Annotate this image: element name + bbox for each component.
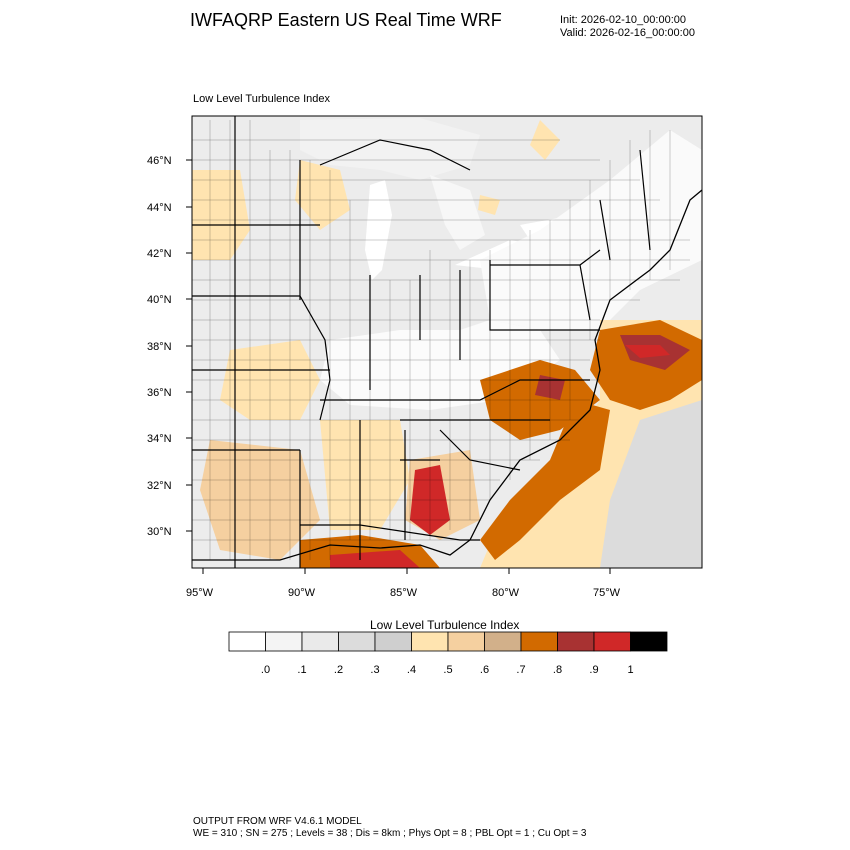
- colorbar-swatch: [301, 631, 339, 652]
- colorbar-label: .5: [443, 664, 452, 676]
- tan-region-ms: [320, 420, 410, 530]
- lat-labels: 46°N 44°N 42°N 40°N 38°N 36°N 34°N 32°N …: [147, 155, 172, 538]
- colorbar-swatch: [338, 631, 376, 652]
- lon-label-75: 75°W: [593, 587, 621, 599]
- colorbar: [228, 631, 668, 652]
- colorbar-label: .7: [516, 664, 525, 676]
- colorbar-label: .2: [334, 664, 343, 676]
- colorbar-label: .3: [370, 664, 379, 676]
- colorbar-swatch: [484, 631, 522, 652]
- lat-label-44: 44°N: [147, 202, 172, 214]
- colorbar-swatch: [228, 631, 266, 652]
- colorbar-label: 1: [627, 664, 633, 676]
- colorbar-label: .8: [553, 664, 562, 676]
- lat-label-30: 30°N: [147, 526, 172, 538]
- lat-label-36: 36°N: [147, 387, 172, 399]
- lake-michigan: [365, 180, 392, 280]
- red-region-offshore: [625, 345, 670, 358]
- main-title: IWFAQRP Eastern US Real Time WRF: [190, 10, 502, 30]
- map-frame: [191, 115, 703, 569]
- county-grid: [192, 120, 690, 560]
- colorbar-swatch: [374, 631, 412, 652]
- lake-superior: [300, 118, 480, 180]
- lat-label-40: 40°N: [147, 294, 172, 306]
- colorbar-label: .4: [407, 664, 416, 676]
- colorbar-swatch: [265, 631, 303, 652]
- init-time: Init: 2026-02-10_00:00:00: [560, 14, 686, 26]
- colorbar-label: .1: [297, 664, 306, 676]
- lon-label-80: 80°W: [492, 587, 520, 599]
- ocean-grey-region: [600, 400, 702, 568]
- lon-label-85: 85°W: [390, 587, 418, 599]
- lon-label-90: 90°W: [288, 587, 316, 599]
- colorbar-swatch: [447, 631, 485, 652]
- colorbar-swatch: [593, 631, 631, 652]
- lat-label-42: 42°N: [147, 248, 172, 260]
- colorbar-label: .9: [589, 664, 598, 676]
- orange-region-carolina-coast: [480, 400, 610, 560]
- lon-label-95: 95°W: [186, 587, 214, 599]
- great-lakes-shore: [319, 139, 471, 171]
- red-region-gulf: [330, 550, 420, 568]
- lat-label-46: 46°N: [147, 155, 172, 167]
- state-borders: [192, 116, 651, 568]
- tan-region-wi: [295, 160, 350, 230]
- map-area: [192, 116, 702, 568]
- lat-label-38: 38°N: [147, 341, 172, 353]
- lon-labels: 95°W 90°W 85°W 80°W 75°W: [186, 587, 621, 599]
- footer-model-line: OUTPUT FROM WRF V4.6.1 MODEL: [193, 816, 362, 827]
- lake-huron: [430, 175, 485, 250]
- colorbar-swatch: [630, 631, 668, 652]
- panel-title: Low Level Turbulence Index: [193, 93, 330, 105]
- colorbar-label: .6: [480, 664, 489, 676]
- colorbar-title: Low Level Turbulence Index: [370, 618, 520, 632]
- colorbar-swatch: [411, 631, 449, 652]
- coastline: [192, 189, 702, 561]
- colorbar-label: .0: [261, 664, 270, 676]
- lat-ticks: [186, 159, 192, 532]
- valid-time: Valid: 2026-02-16_00:00:00: [560, 27, 695, 39]
- colorbar-swatch: [520, 631, 558, 652]
- lat-label-32: 32°N: [147, 480, 172, 492]
- lat-label-34: 34°N: [147, 433, 172, 445]
- footer-config-line: WE = 310 ; SN = 275 ; Levels = 38 ; Dis …: [193, 828, 587, 839]
- colorbar-labels: .0 .1 .2 .3 .4 .5 .6 .7 .8 .9 1: [261, 664, 634, 676]
- colorbar-swatch: [557, 631, 595, 652]
- lon-ticks: [202, 568, 611, 574]
